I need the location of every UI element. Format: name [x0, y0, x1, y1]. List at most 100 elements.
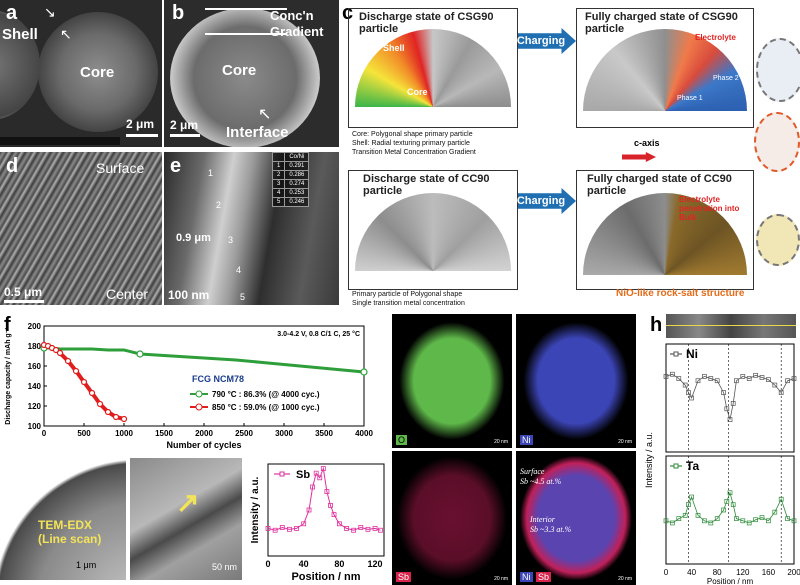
- y-tick-label: 200: [28, 322, 42, 331]
- table-cell: 3: [271, 179, 286, 189]
- y-tick-label: 160: [28, 362, 42, 371]
- data-point: [52, 346, 60, 354]
- data-point: [317, 475, 323, 481]
- panel-i-tem: [130, 458, 242, 580]
- y-tick-label: 180: [28, 342, 42, 351]
- line-scan-line: [666, 325, 796, 326]
- data-point: [64, 357, 72, 365]
- cc-charged-title: Fully charged state of CC90 particle: [587, 173, 732, 197]
- x-tick-label: 40: [299, 559, 309, 569]
- data-point: [670, 520, 675, 526]
- x-axis-label: Number of cycles: [166, 440, 241, 450]
- map-label-o: O: [396, 435, 408, 445]
- phase1-label: Phase 1: [677, 95, 703, 102]
- data-point: [759, 515, 765, 520]
- data-point: [772, 509, 778, 515]
- x-axis-label: Position / nm: [291, 571, 360, 582]
- data-point: [759, 375, 765, 380]
- legend-marker: [279, 471, 285, 477]
- chart-i: Sb 0 40 80 120 Position / nm Intensity / a.u.: [250, 463, 385, 582]
- map-scale: 20 nm: [618, 576, 632, 582]
- csg-bullet: Transition Metal Concentration Gradient: [352, 149, 476, 156]
- map-sb: Sb 20 nm: [392, 451, 512, 585]
- data-point: [663, 518, 669, 524]
- data-point: [378, 527, 383, 533]
- legend-label: 850 °C : 59.0% (@ 1000 cyc.): [212, 403, 320, 412]
- scale-bar-a: [126, 134, 158, 137]
- data-point: [695, 378, 701, 384]
- data-point: [663, 374, 669, 379]
- data-point: [753, 372, 758, 378]
- data-point: [734, 516, 739, 521]
- cc-discharge-title: Discharge state of CC90 particle: [363, 173, 490, 197]
- legend-label: Ta: [686, 459, 699, 473]
- data-point: [313, 470, 319, 476]
- data-point: [708, 520, 714, 526]
- map-scale: 20 nm: [494, 439, 508, 445]
- arrow-icon: ↘: [44, 4, 56, 20]
- data-point: [695, 513, 701, 518]
- table-cell: 4: [271, 188, 286, 198]
- data-point: [372, 526, 378, 531]
- legend-title: FCG NCM78: [192, 374, 244, 384]
- center-label: Center: [106, 286, 149, 302]
- cc-bullet-list: Primary particle of Polygonal shape Sing…: [352, 290, 552, 308]
- shell-label: Shell: [383, 43, 405, 53]
- series-line: [44, 346, 365, 374]
- data-point: [740, 374, 746, 379]
- map-label-sb: Sb: [396, 572, 412, 582]
- data-point: [676, 376, 682, 381]
- x-tick-label: 120: [368, 559, 383, 569]
- caxis-arrow-icon: [622, 152, 656, 162]
- nio-shape: [756, 214, 800, 266]
- data-point: [746, 376, 752, 381]
- data-point: [714, 378, 720, 384]
- data-point: [746, 520, 752, 526]
- data-point: [265, 526, 271, 531]
- data-point: [306, 507, 312, 513]
- arrow-icon: ↖: [258, 106, 272, 123]
- x-tick-label: 120: [736, 568, 750, 577]
- legend-marker: [673, 351, 679, 357]
- panel-letter-b: b: [172, 2, 185, 24]
- core-label: Core: [80, 64, 115, 81]
- nio-label: NiO-like rock-salt structure: [616, 288, 745, 299]
- data-point: [721, 507, 726, 513]
- table-row: 4 0.253: [271, 188, 310, 198]
- data-point: [682, 382, 688, 388]
- interior-label: Interior: [530, 515, 555, 524]
- data-point: [785, 516, 790, 521]
- map-scale: 20 nm: [494, 576, 508, 582]
- data-point: [727, 490, 733, 496]
- table-cell: 2: [271, 170, 286, 180]
- data-point: [766, 518, 771, 524]
- surface-label: Surface: [520, 467, 545, 476]
- data-point: [344, 526, 349, 531]
- table-cell: 5: [271, 197, 286, 207]
- charging-label-top: Charging: [516, 35, 566, 47]
- table-cell: 0.286: [284, 170, 310, 180]
- data-point: [676, 516, 682, 521]
- data-point: [791, 518, 797, 524]
- data-point: [358, 525, 364, 530]
- core-label: Core: [222, 62, 257, 79]
- x-tick-label: 3000: [275, 429, 293, 438]
- csg-bullet: Shell: Radial texturing primary particle: [352, 140, 470, 147]
- caxis-label: c-axis: [634, 138, 660, 148]
- data-point: [702, 518, 707, 524]
- x-tick-label: 0: [42, 429, 47, 438]
- panel-e-tem: [164, 152, 339, 305]
- x-tick-label: 200: [787, 568, 800, 577]
- table-row: 2 0.286: [271, 170, 310, 180]
- data-point: [136, 350, 144, 358]
- cc-bullet: Primary particle of Polygonal shape: [352, 291, 463, 298]
- scale-label-e: 100 nm: [168, 288, 210, 302]
- data-point: [714, 516, 720, 521]
- table-cell: 0.274: [284, 179, 310, 189]
- arrow-icon: ↗: [176, 487, 200, 518]
- surface-sb-value: Sb ~4.5 at.%: [520, 477, 562, 486]
- panel-letter-i: i: [6, 460, 12, 482]
- map-label-ni2: Ni: [520, 572, 533, 582]
- panel-d-tem: [0, 152, 162, 305]
- data-point: [682, 513, 688, 518]
